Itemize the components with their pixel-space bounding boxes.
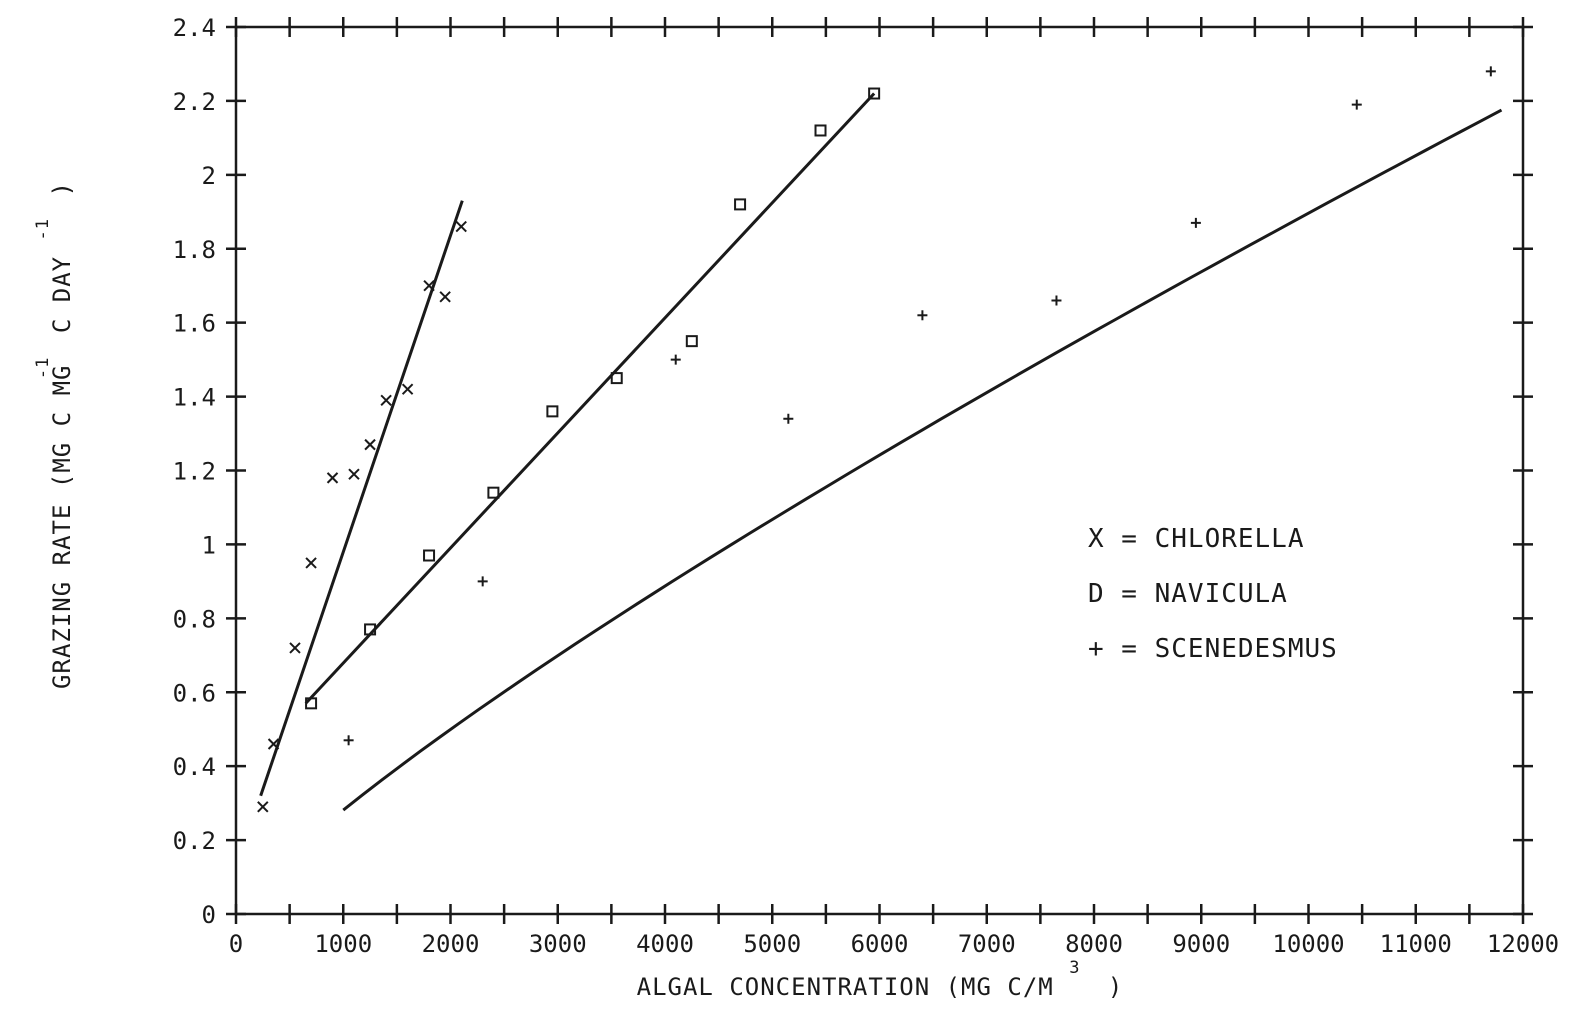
- y-tick-label: 2.2: [173, 88, 216, 116]
- legend-item-navicula: D = NAVICULA: [1088, 579, 1288, 609]
- x-axis-title-superscript: 3: [1069, 958, 1080, 978]
- x-tick-label: 2000: [422, 930, 480, 958]
- x-tick-label: 10000: [1272, 930, 1344, 958]
- x-tick-label: 4000: [636, 930, 694, 958]
- y-axis-title-middle: C DAY: [48, 256, 76, 333]
- y-tick-label: 2.4: [173, 14, 216, 42]
- y-tick-label: 1.8: [173, 236, 216, 264]
- y-tick-label: 2: [202, 162, 216, 190]
- x-tick-label: 12000: [1487, 930, 1559, 958]
- y-tick-label: 1.2: [173, 458, 216, 486]
- y-tick-label: 1.4: [173, 384, 216, 412]
- y-axis-title-superscript-1: -1: [33, 357, 53, 379]
- x-tick-label: 1000: [314, 930, 372, 958]
- x-tick-label: 11000: [1380, 930, 1452, 958]
- x-axis-title-end: ): [1108, 973, 1123, 1001]
- legend-item-chlorella: X = CHLORELLA: [1088, 524, 1305, 554]
- y-axis-title-superscript-2: -1: [33, 218, 53, 240]
- y-tick-label: 0.4: [173, 753, 216, 781]
- y-tick-label: 0.8: [173, 605, 216, 633]
- x-tick-label: 3000: [529, 930, 587, 958]
- x-axis-title-main: ALGAL CONCENTRATION (MG C/M: [637, 973, 1054, 1001]
- y-tick-label: 0.2: [173, 827, 216, 855]
- legend-item-scenedesmus: + = SCENEDESMUS: [1088, 634, 1338, 664]
- y-tick-label: 1: [202, 531, 216, 559]
- x-tick-label: 5000: [743, 930, 801, 958]
- x-tick-label: 0: [229, 930, 243, 958]
- x-tick-label: 7000: [958, 930, 1016, 958]
- y-tick-label: 0: [202, 901, 216, 929]
- y-tick-label: 1.6: [173, 310, 216, 338]
- y-axis-title-main: GRAZING RATE (MG C MG: [48, 365, 76, 689]
- y-tick-label: 0.6: [173, 679, 216, 707]
- y-axis-title-end: ): [48, 181, 76, 196]
- x-tick-label: 6000: [851, 930, 909, 958]
- x-tick-label: 9000: [1172, 930, 1230, 958]
